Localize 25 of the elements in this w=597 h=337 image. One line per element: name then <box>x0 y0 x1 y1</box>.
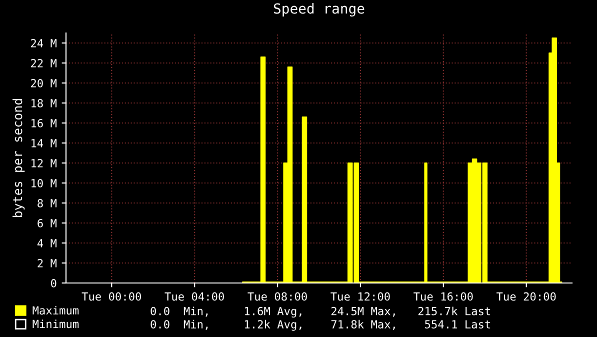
y-tick-label: 2 M <box>38 259 56 268</box>
chart-title: Speed range <box>274 3 364 17</box>
text: 0.0 Min, 1.6M Avg, 24.5M Max, 215.7k Last <box>150 306 490 318</box>
y-tick-label: 18 M <box>32 99 56 108</box>
y-tick-label: 4 M <box>37 239 56 248</box>
y-tick-label: 20 M <box>31 79 56 88</box>
x-tick-label: Tue 20:00 <box>496 292 556 301</box>
y-tick-label: 8 M <box>38 199 56 208</box>
legend-label: Minimum <box>32 320 79 328</box>
y-tick-label: 16 M <box>32 119 56 128</box>
y-tick-label: 10 M <box>32 179 56 188</box>
y-tick-label: 22 M <box>31 59 56 68</box>
legend-label: Maximum <box>32 306 79 315</box>
y-tick-label: 0 <box>51 279 56 288</box>
y-tick-label: 12 M <box>32 159 56 168</box>
y-tick-label: 6 M <box>38 219 56 228</box>
x-tick-label: Tue 12:00 <box>330 292 390 301</box>
y-tick-label: 24 M <box>31 39 56 48</box>
x-tick-label: Tue 16:00 <box>414 292 473 301</box>
x-tick-label: Tue 00:00 <box>82 292 142 301</box>
text: 0.0 Min, 1.2k Avg, 71.8k Max, 554.1 Last <box>150 320 490 331</box>
y-tick-label: 14 M <box>32 139 56 148</box>
x-tick-label: Tue 08:00 <box>248 292 307 301</box>
y-axis-title: bytes per second <box>12 98 25 218</box>
x-tick-label: Tue 04:00 <box>164 292 224 301</box>
